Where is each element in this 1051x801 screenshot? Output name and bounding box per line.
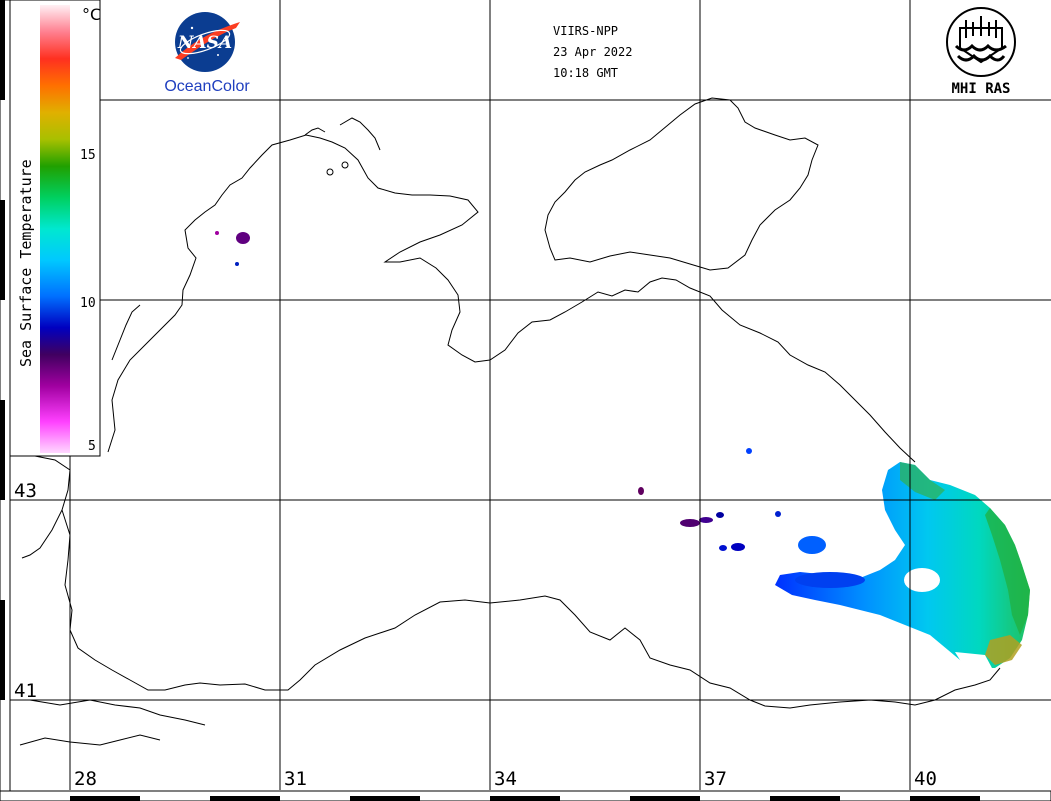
sst-blob-purple-3	[638, 487, 644, 495]
mhi-ras-logo: MHI RAS	[946, 7, 1016, 97]
left-ruler	[0, 0, 11, 801]
sst-blob-2	[795, 572, 865, 588]
sst-blob-purple-4	[236, 232, 250, 244]
lon-labels: 28 31 34 37 40	[74, 768, 937, 790]
sst-blob-purple-5	[215, 231, 219, 235]
sst-blob-1	[798, 536, 826, 554]
sst-patch-east	[775, 462, 1030, 668]
lon-label-31: 31	[284, 768, 307, 790]
colorbar-tick-10: 10	[80, 296, 96, 311]
colorbar-unit: °C	[82, 5, 101, 24]
lon-label-28: 28	[74, 768, 97, 790]
sst-blob-7	[746, 448, 752, 454]
sst-blob-4	[719, 545, 727, 551]
lon-label-34: 34	[494, 768, 517, 790]
lat-label-43: 43	[14, 480, 37, 502]
sst-blob-3	[731, 543, 745, 551]
header-block: VIIRS-NPP 23 Apr 2022 10:18 GMT	[553, 24, 632, 80]
lat-labels: 43 41	[14, 480, 37, 702]
sst-blob-6	[775, 511, 781, 517]
satellite-name: VIIRS-NPP	[553, 24, 618, 38]
lon-label-40: 40	[914, 768, 937, 790]
bottom-ruler	[0, 790, 1051, 801]
acquisition-date: 23 Apr 2022	[553, 45, 632, 59]
graticule	[10, 0, 1051, 790]
sst-patch-green-north	[900, 462, 945, 500]
sst-patch-green-edge	[985, 508, 1030, 635]
cloud-hole	[904, 568, 940, 592]
mhi-caption: MHI RAS	[951, 81, 1010, 97]
cloud-hole-south	[955, 652, 992, 668]
sst-blob-blue-6	[235, 262, 239, 266]
sst-blob-5	[716, 512, 724, 518]
nasa-wordmark: NASA	[177, 33, 232, 53]
lat-label-41: 41	[14, 680, 37, 702]
colorbar-tick-5: 5	[88, 439, 96, 454]
sst-blob-purple-2	[699, 517, 713, 523]
lon-label-37: 37	[704, 768, 727, 790]
colorbar-tick-15: 15	[80, 148, 96, 163]
sst-patch-olive	[985, 635, 1022, 665]
acquisition-time: 10:18 GMT	[553, 66, 618, 80]
colorbar-ramp	[40, 5, 70, 453]
nasa-logo: NASA OceanColor	[164, 12, 250, 95]
sst-data-layer	[215, 231, 1030, 668]
colorbar-title: Sea Surface Temperature	[17, 159, 35, 367]
nasa-caption: OceanColor	[164, 78, 250, 95]
colorbar: °C 15 10 5 Sea Surface Temperature	[9, 0, 101, 457]
sst-blob-purple-1	[680, 519, 700, 527]
